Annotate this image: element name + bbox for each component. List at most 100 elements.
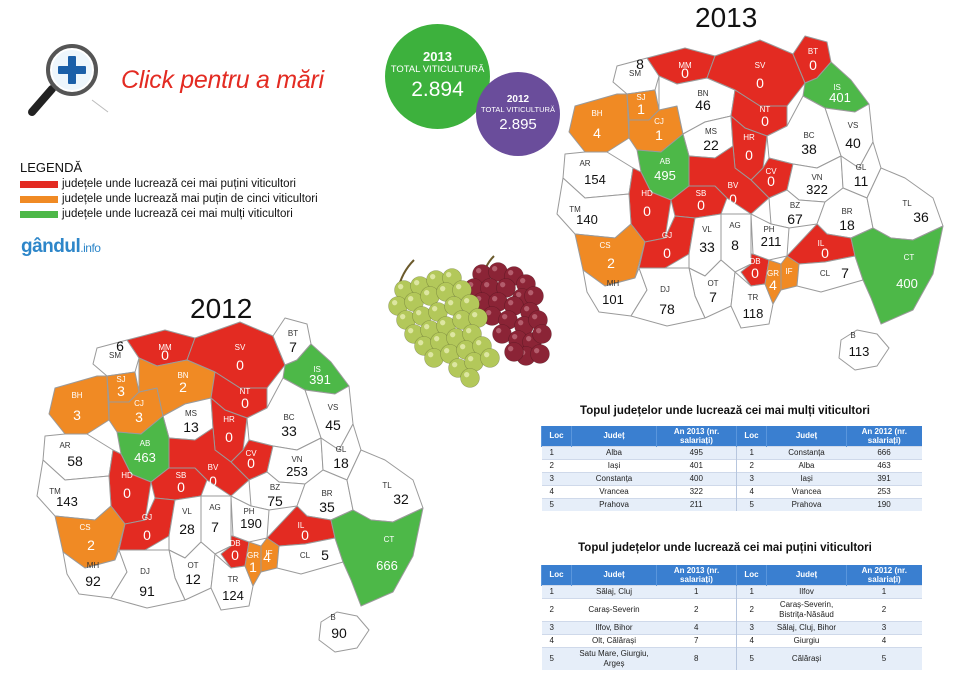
table-cell: Caraș-Severin, Bistrița-Năsăud: [766, 597, 847, 621]
county-ag: AG 8: [720, 213, 752, 273]
county-code: TR: [228, 575, 239, 584]
county-value: 3: [135, 409, 143, 425]
county-value: 0: [697, 197, 705, 213]
table-header-row: Loc Județ An 2013 (nr. salariați) Loc Ju…: [541, 565, 922, 585]
county-bv: BV0: [688, 145, 770, 215]
table-cell: 4: [541, 633, 572, 647]
col-header: Județ: [766, 565, 847, 585]
county-shape: [568, 93, 630, 153]
county-value: 0: [236, 357, 244, 373]
county-code: MM: [158, 343, 172, 352]
grape-highlight: [414, 280, 420, 286]
county-code: TR: [748, 293, 759, 302]
county-value: 18: [333, 455, 349, 471]
county-ct: CT 666: [330, 507, 424, 607]
grape-highlight: [392, 300, 398, 306]
county-code: IL: [298, 521, 305, 530]
county-value: 140: [576, 212, 598, 227]
county-code: VN: [811, 173, 822, 182]
grape-highlight: [512, 334, 518, 340]
grape-highlight: [492, 296, 498, 302]
table-cell: Ilfov: [766, 584, 847, 598]
grape-highlight: [464, 372, 470, 378]
grape-highlight: [452, 362, 458, 368]
county-value: 3: [73, 407, 81, 423]
top-most-title: Topul județelor unde lucrează cei mai mu…: [580, 405, 870, 417]
legend-label-red: județele unde lucrează cei mai puțini vi…: [62, 178, 296, 190]
grape-highlight: [476, 340, 482, 346]
grape-highlight: [398, 284, 404, 290]
table-cell: Constanța: [766, 445, 847, 459]
county-shape: [850, 225, 944, 325]
county-code: VL: [182, 507, 192, 516]
grape-highlight: [440, 286, 446, 292]
county-value: 7: [211, 519, 219, 535]
grape-highlight: [500, 282, 506, 288]
county-value: 18: [839, 217, 855, 233]
table-cell: Alba: [766, 458, 847, 472]
table-cell: Ilfov, Bihor: [571, 620, 657, 634]
table-cell: Prahova: [571, 497, 657, 511]
county-value: 190: [240, 516, 262, 531]
grape-highlight: [492, 266, 498, 272]
table-cell: 4: [736, 484, 767, 498]
county-bh: BH 4: [568, 93, 630, 153]
county-value: 6: [116, 338, 124, 354]
county-code: BV: [208, 463, 219, 472]
total-2012-bubble: 2012 TOTAL VITICULTURĂ 2.895: [476, 72, 560, 156]
table-row: 2 Iași 401 2 Alba 463: [541, 458, 922, 472]
county-bh: BH 3: [48, 375, 110, 435]
county-value: 22: [703, 137, 719, 153]
county-code: GJ: [142, 513, 152, 522]
county-value: 0: [761, 113, 769, 129]
county-ag: AG 7: [200, 495, 232, 555]
map-2013-title: 2013: [695, 2, 758, 33]
grape-berry: [504, 342, 524, 362]
zoom-link[interactable]: Click pentru a mări: [121, 66, 324, 94]
county-code: TL: [382, 481, 392, 490]
table-cell: 211: [656, 497, 737, 511]
county-value: 0: [301, 527, 309, 543]
county-shape: [720, 213, 752, 273]
grape-highlight: [520, 278, 526, 284]
county-value: 0: [663, 245, 671, 261]
county-code: BN: [177, 371, 188, 380]
col-header: Loc: [736, 565, 767, 585]
county-code: NT: [240, 387, 251, 396]
county-code: SM: [629, 69, 641, 78]
table-cell: Călărași: [766, 646, 847, 670]
grape-berry: [480, 348, 500, 368]
magnifier-icon[interactable]: [22, 42, 112, 122]
grape-highlight: [408, 328, 414, 334]
legend-label-green: județele unde lucrează cei mai mulți vit…: [62, 208, 293, 220]
county-code: MH: [607, 279, 620, 288]
table-row: 5 Prahova 211 5 Prahova 190: [541, 497, 922, 511]
table-cell: Vrancea: [766, 484, 847, 498]
county-code: VS: [848, 121, 859, 130]
county-value: 154: [584, 172, 606, 187]
county-code: NT: [760, 105, 771, 114]
county-value: 28: [179, 521, 195, 537]
county-ct: CT 400: [850, 225, 944, 325]
grape-highlight: [468, 356, 474, 362]
table-cell: 253: [846, 484, 922, 498]
grape-highlight: [508, 270, 514, 276]
county-cs: CS 2: [574, 223, 646, 287]
table-row: 5 Satu Mare, Giurgiu, Argeș 8 5 Călărași 5: [541, 646, 922, 670]
county-value: 2: [179, 379, 187, 395]
county-if: IF4: [260, 537, 280, 573]
county-code: VS: [328, 403, 339, 412]
county-mh: MH 92: [62, 549, 128, 599]
county-cs: CS 2: [54, 505, 126, 569]
table-cell: Sălaj, Cluj: [571, 584, 657, 598]
total-2013-label: TOTAL VITICULTURĂ: [390, 64, 485, 75]
top-least-title: Topul județelor unde lucrează cei mai pu…: [578, 542, 872, 554]
county-code: IL: [818, 239, 825, 248]
table-cell: 1: [736, 584, 767, 598]
county-code: DJ: [660, 285, 670, 294]
county-code: AG: [209, 503, 221, 512]
county-code: CS: [599, 241, 610, 250]
